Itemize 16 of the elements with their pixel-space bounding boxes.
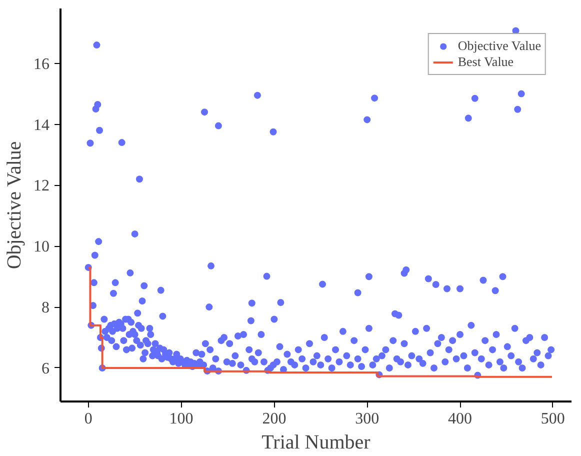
- y-tick-label: 6: [42, 360, 50, 378]
- y-tick-label: 10: [34, 238, 50, 256]
- x-tick-label: 500: [540, 410, 565, 428]
- y-axis-title: Objective Value: [4, 141, 26, 270]
- y-tick-label: 12: [34, 178, 50, 195]
- legend-label: Objective Value: [458, 38, 541, 54]
- legend-label: Best Value: [458, 54, 514, 70]
- x-tick-label: 300: [355, 410, 380, 428]
- y-tick-label: 8: [42, 300, 50, 317]
- y-tick-label: 14: [34, 116, 50, 134]
- x-tick-label: 0: [84, 410, 92, 428]
- x-tick-label: 200: [262, 410, 286, 428]
- y-tick-label: 16: [34, 56, 50, 73]
- x-tick-label: 400: [448, 410, 472, 428]
- x-axis-title: Trial Number: [262, 432, 371, 454]
- x-tick-label: 100: [169, 410, 194, 428]
